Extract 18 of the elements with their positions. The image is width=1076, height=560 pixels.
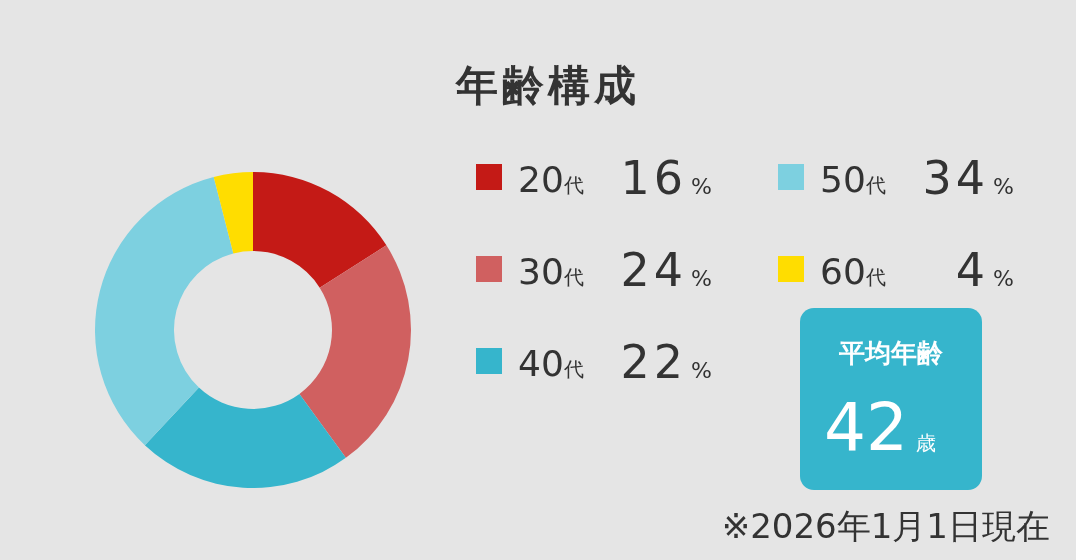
data-label: 22% [620, 335, 716, 389]
chart-title: 年齢構成 [455, 61, 640, 110]
legend-label: 50代 [820, 159, 886, 200]
data-label: 34% [922, 151, 1018, 205]
text: ※2026年1月1日現在 [721, 506, 1050, 546]
donut-slice [299, 245, 411, 458]
legend-label: 60代 [820, 251, 886, 292]
legend-label: 20代 [518, 159, 584, 200]
donut-slice [253, 172, 387, 288]
legend-label: 30代 [518, 251, 584, 292]
legend-label: 40代 [518, 343, 584, 384]
donut-slice [144, 387, 346, 488]
data-label: 4% [955, 243, 1018, 297]
donut-slice [213, 172, 253, 254]
data-label: 24% [620, 243, 716, 297]
data-label: 16% [620, 151, 716, 205]
donut-slice [95, 176, 234, 446]
text: 平均年齢 [838, 338, 944, 368]
